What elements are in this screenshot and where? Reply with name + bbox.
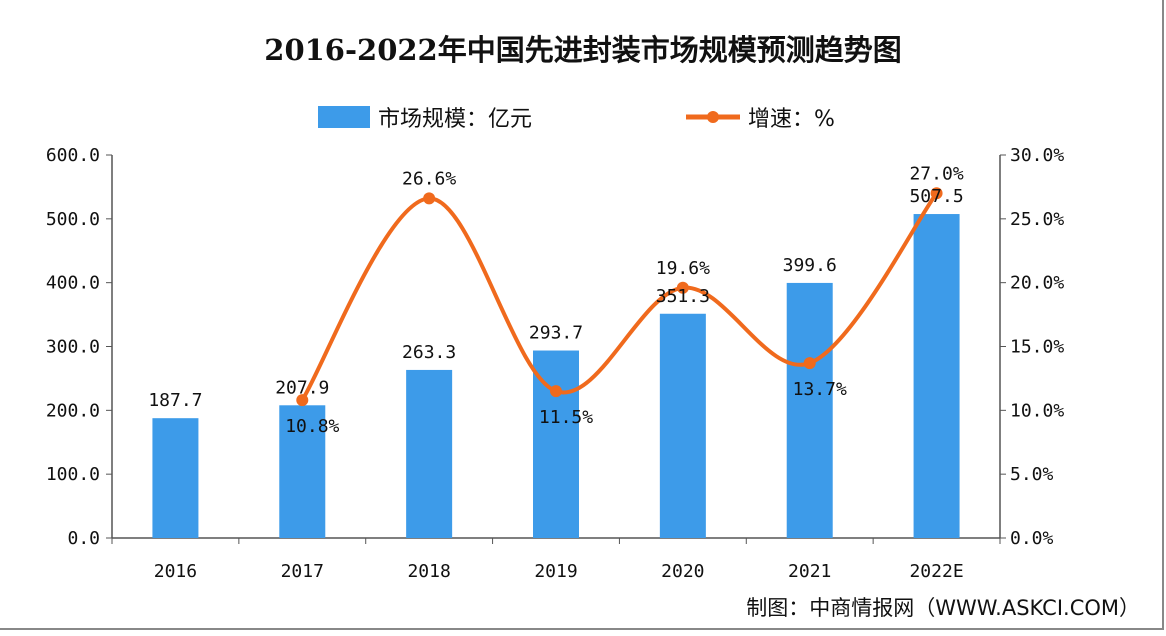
right-tick-label: 20.0%	[1010, 273, 1064, 294]
right-tick-label: 0.0%	[1010, 528, 1054, 549]
legend: 市场规模：亿元 增速：%	[318, 106, 835, 132]
legend-line-label: 增速：%	[748, 107, 835, 132]
left-tick-label: 200.0	[46, 400, 100, 421]
left-tick-label: 300.0	[46, 337, 100, 358]
x-tick-label: 2018	[407, 561, 450, 582]
legend-bar-label: 市场规模：亿元	[378, 107, 532, 132]
growth-label: 27.0%	[909, 163, 963, 184]
bar-label: 293.7	[529, 323, 583, 344]
growth-line	[300, 192, 939, 402]
x-tick-label: 2022E	[909, 561, 963, 582]
legend-line-marker	[707, 111, 719, 123]
x-tick-label: 2019	[534, 561, 577, 582]
bar-2018	[406, 369, 453, 538]
growth-point-2018	[423, 192, 436, 205]
right-tick-label: 15.0%	[1010, 337, 1064, 358]
growth-label: 10.8%	[285, 416, 339, 437]
right-tick-label: 25.0%	[1010, 209, 1064, 230]
growth-point-2020	[676, 281, 689, 294]
chart-title: 2016-2022年中国先进封装市场规模预测趋势图	[264, 33, 901, 67]
growth-point-2017	[296, 394, 309, 407]
left-tick-label: 500.0	[46, 209, 100, 230]
bar-label: 263.3	[402, 342, 456, 363]
source-note: 制图：中商情报网（WWW.ASKCI.COM）	[746, 596, 1140, 620]
left-tick-label: 600.0	[46, 145, 100, 166]
growth-point-2022E	[930, 187, 943, 200]
growth-point-2019	[550, 385, 562, 398]
legend-bar-swatch	[318, 106, 370, 128]
bar-2016	[152, 418, 199, 538]
growth-label: 26.6%	[402, 168, 456, 189]
bar-label: 351.3	[656, 286, 710, 307]
right-tick-label: 30.0%	[1010, 145, 1064, 166]
bar-2022E	[913, 214, 960, 538]
left-tick-label: 400.0	[46, 273, 100, 294]
right-tick-label: 5.0%	[1010, 464, 1054, 485]
left-tick-label: 100.0	[46, 464, 100, 485]
bar-2017	[279, 405, 326, 538]
bar-label: 207.9	[275, 377, 329, 398]
growth-label: 13.7%	[793, 379, 847, 400]
x-tick-label: 2021	[788, 561, 831, 582]
x-tick-label: 2020	[661, 561, 704, 582]
bar-2021	[786, 282, 833, 538]
bar-2020	[659, 313, 706, 538]
growth-label: 11.5%	[539, 407, 593, 428]
right-tick-label: 10.0%	[1010, 400, 1064, 421]
bar-label: 399.6	[783, 255, 837, 276]
x-tick-label: 2016	[154, 561, 197, 582]
left-tick-label: 0.0	[67, 528, 100, 549]
growth-label: 19.6%	[656, 258, 710, 279]
bar-label: 187.7	[148, 390, 202, 411]
growth-point-2021	[803, 357, 816, 370]
x-tick-label: 2017	[281, 561, 324, 582]
bar-label: 507.5	[909, 186, 963, 207]
